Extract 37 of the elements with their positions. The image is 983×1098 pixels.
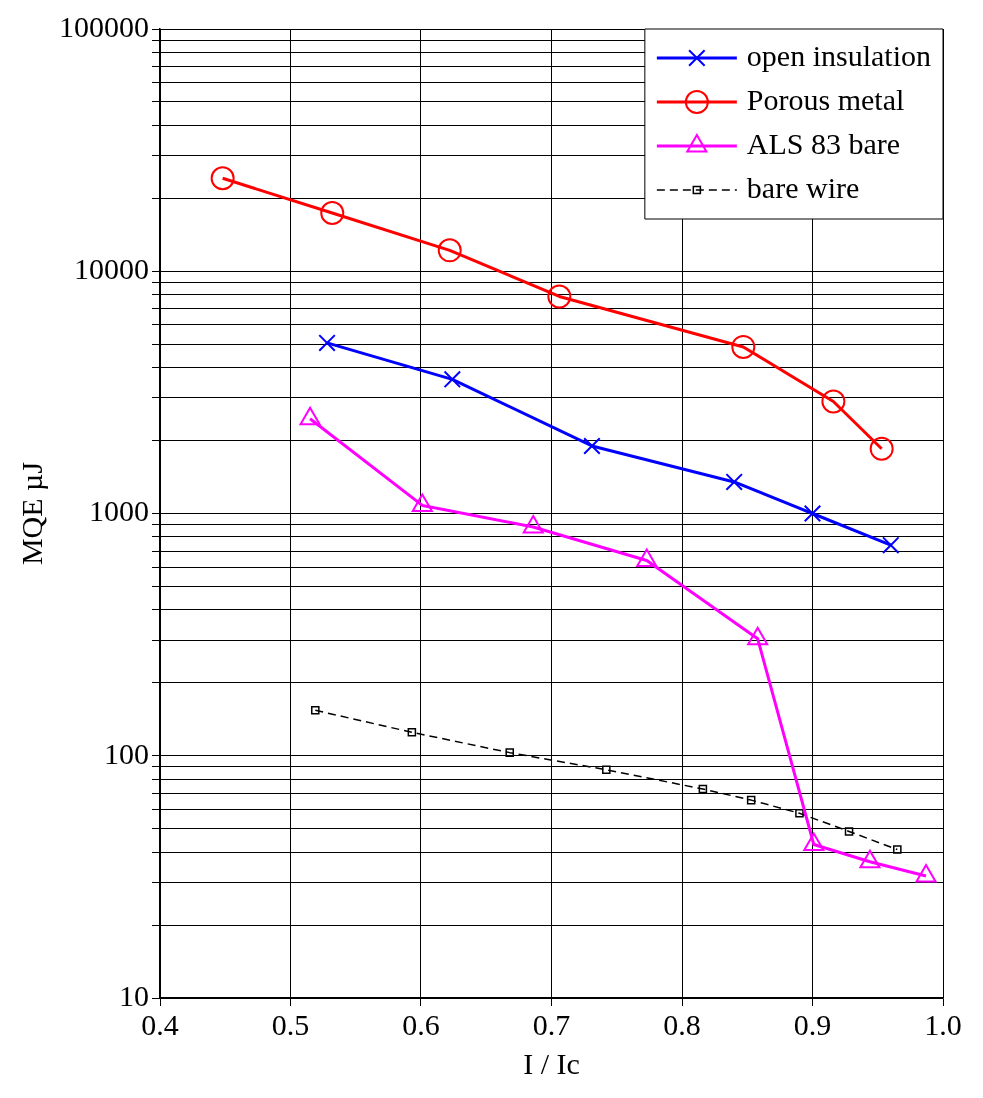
point (443, 370, 462, 389)
point (882, 536, 900, 554)
point (844, 827, 854, 836)
y-tick-label: 1000 (89, 494, 149, 528)
point (547, 284, 572, 309)
point (583, 437, 601, 455)
point (746, 795, 756, 805)
point (869, 436, 894, 461)
point (698, 784, 708, 794)
point (437, 238, 462, 263)
x-tick-label: 0.6 (402, 1007, 440, 1041)
y-tick-label: 10000 (74, 252, 149, 286)
point (602, 765, 611, 775)
legend-label: open insulation (746, 38, 932, 72)
x-tick-label: 0.8 (663, 1007, 701, 1041)
point (803, 504, 822, 523)
legend-label: ALS 83 bare (746, 126, 901, 160)
point (320, 200, 345, 225)
point (731, 334, 756, 359)
x-axis-title: I / Ic (523, 1046, 580, 1080)
point (407, 727, 417, 737)
point (210, 166, 235, 191)
point (893, 845, 902, 854)
point (821, 389, 846, 414)
x-tick-label: 0.7 (532, 1007, 571, 1041)
x-tick-label: 1.0 (924, 1007, 962, 1041)
legend-label: Porous metal (746, 82, 905, 116)
y-tick-label: 100 (104, 736, 149, 770)
x-tick-label: 0.5 (271, 1007, 310, 1041)
point (505, 748, 515, 757)
x-tick-label: 0.9 (793, 1007, 832, 1041)
legend-label: bare wire (746, 170, 860, 204)
y-tick-label: 100000 (59, 9, 149, 43)
y-axis-title: MQE µJ (14, 461, 48, 566)
point (318, 334, 336, 352)
point (725, 473, 743, 491)
point (311, 706, 320, 715)
